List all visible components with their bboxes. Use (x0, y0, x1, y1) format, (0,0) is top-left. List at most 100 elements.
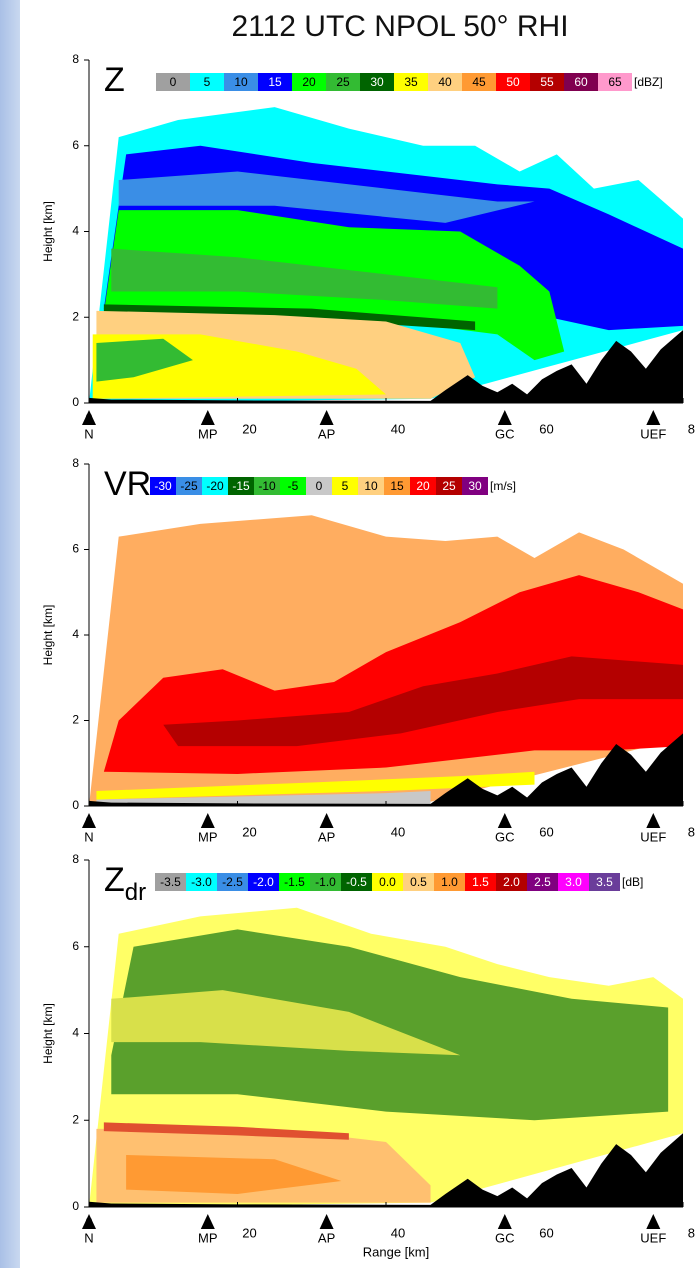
colorbar-swatch (527, 873, 558, 891)
colorbar-label: -25 (180, 479, 198, 493)
colorbar-swatch (258, 73, 292, 91)
colorbar-swatch (496, 873, 527, 891)
site-marker (497, 1214, 512, 1229)
colorbar-swatch (403, 873, 434, 891)
y-axis-label: Height [km] (41, 605, 55, 666)
x-tick-label: 40 (391, 824, 405, 839)
colorbar-label: -1.5 (284, 875, 305, 889)
site-label: UEF (640, 1230, 666, 1245)
site-marker (646, 1214, 661, 1229)
colorbar-label: 25 (336, 75, 350, 89)
y-tick-label: 8 (72, 456, 79, 470)
terrain (89, 1133, 683, 1207)
colorbar-swatch (279, 873, 310, 891)
colorbar-label: 50 (506, 75, 520, 89)
colorbar-swatch (360, 73, 394, 91)
echo-region (103, 1122, 349, 1140)
colorbar-swatch (358, 477, 384, 495)
colorbar-swatch (150, 477, 176, 495)
colorbar-label: 5 (204, 75, 211, 89)
panel-label: VR (104, 465, 151, 503)
panel-label: Zdr (104, 861, 146, 906)
colorbar-swatch (462, 477, 488, 495)
panel-label-main: Z (104, 861, 125, 899)
y-tick-label: 6 (72, 138, 79, 152)
colorbar-label: 20 (416, 479, 430, 493)
colorbar-label: 25 (442, 479, 456, 493)
site-marker (319, 1214, 334, 1229)
site-label: N (84, 829, 93, 844)
site-marker (319, 813, 334, 828)
site-marker (82, 1214, 96, 1229)
colorbar-swatch (306, 477, 332, 495)
colorbar-label: -2.5 (222, 875, 243, 889)
colorbar-swatch (280, 477, 306, 495)
colorbar-swatch (496, 73, 530, 91)
y-tick-label: 2 (72, 1112, 79, 1126)
x-tick-label: 60 (539, 421, 553, 436)
colorbar-swatch (202, 477, 228, 495)
colorbar-swatch (428, 73, 462, 91)
site-label: UEF (640, 426, 666, 441)
colorbar-label: 40 (438, 75, 452, 89)
echo-region (163, 656, 683, 747)
colorbar-swatch (310, 873, 341, 891)
colorbar-swatch (190, 73, 224, 91)
site-label: UEF (640, 829, 666, 844)
echo-region (126, 1154, 342, 1194)
colorbar-swatch (326, 73, 360, 91)
colorbar-swatch (410, 477, 436, 495)
y-tick-label: 0 (72, 1199, 79, 1213)
colorbar-swatch (341, 873, 372, 891)
colorbar-label: 45 (472, 75, 486, 89)
colorbar-swatch (384, 477, 410, 495)
colorbar-label: 3.5 (596, 875, 613, 889)
site-marker (646, 813, 661, 828)
colorbar-swatch (589, 873, 620, 891)
colorbar-label: 35 (404, 75, 418, 89)
colorbar-label: -1.0 (315, 875, 336, 889)
x-tick-label: 20 (242, 1225, 256, 1240)
x-tick-label: 20 (242, 421, 256, 436)
x-tick-label: 80 (688, 824, 695, 839)
echo-region (96, 791, 431, 804)
colorbar-unit: [dBZ] (634, 75, 663, 89)
colorbar-label: 30 (370, 75, 384, 89)
colorbar-label: 60 (574, 75, 588, 89)
y-tick-label: 4 (72, 1026, 79, 1040)
colorbar-label: -0.5 (346, 875, 367, 889)
colorbar-swatch (224, 73, 258, 91)
y-axis-label: Height [km] (41, 1003, 55, 1064)
rhi-panel: 02468020406080NMPAPGCUEFHeight [km]Range… (41, 852, 695, 1259)
site-label: MP (198, 1230, 218, 1245)
x-tick-label: 20 (242, 824, 256, 839)
colorbar-swatch (156, 73, 190, 91)
y-tick-label: 0 (72, 395, 79, 409)
y-tick-label: 4 (72, 224, 79, 238)
colorbar-label: 1.5 (472, 875, 489, 889)
y-tick-label: 2 (72, 713, 79, 727)
site-label: GC (495, 829, 515, 844)
site-label: AP (318, 1230, 335, 1245)
y-axis-label: Height [km] (41, 201, 55, 262)
colorbar-swatch (564, 73, 598, 91)
colorbar-label: 20 (302, 75, 316, 89)
colorbar-swatch (372, 873, 403, 891)
x-tick-label: 80 (688, 421, 695, 436)
site-label: AP (318, 426, 335, 441)
echo-region (118, 171, 535, 223)
site-marker (82, 813, 96, 828)
colorbar-swatch (436, 477, 462, 495)
x-tick-label: 40 (391, 1225, 405, 1240)
colorbar-label: 10 (364, 479, 378, 493)
colorbar-label: 2.0 (503, 875, 520, 889)
y-tick-label: 8 (72, 852, 79, 866)
colorbar-swatch (332, 477, 358, 495)
colorbar-swatch (186, 873, 217, 891)
x-tick-label: 60 (539, 1225, 553, 1240)
site-label: GC (495, 1230, 515, 1245)
site-marker (319, 410, 334, 425)
colorbar-label: 65 (608, 75, 622, 89)
colorbar-swatch (176, 477, 202, 495)
